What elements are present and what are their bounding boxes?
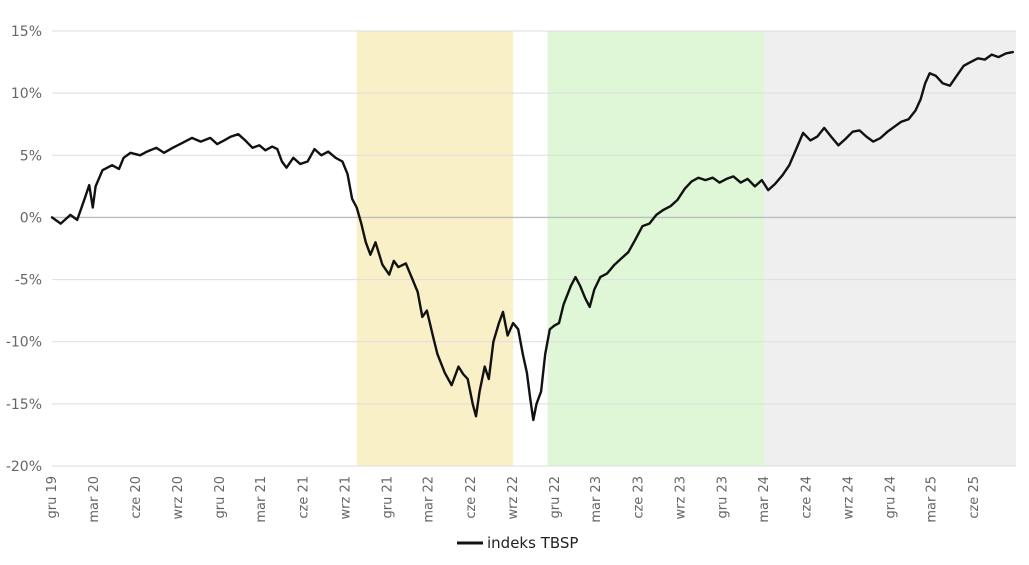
x-tick-label: gru 23	[715, 476, 730, 519]
gridlines	[52, 30, 1016, 467]
x-tick-label: wrz 23	[674, 476, 689, 519]
x-tick-label: cze 23	[631, 476, 646, 519]
x-tick-label: gru 20	[213, 476, 228, 519]
y-tick-label: 5%	[20, 148, 42, 164]
series-line-1	[50, 50, 1014, 422]
shaded-regions	[356, 31, 1016, 466]
y-axis-ticks: 15% 10% 5% 0% -5% -10% -15% -20%	[6, 24, 42, 475]
x-tick-label: mar 21	[254, 476, 269, 523]
y-tick-label: -15%	[6, 397, 42, 413]
y-tick-label: 10%	[11, 86, 42, 102]
x-tick-label: wrz 20	[171, 476, 186, 519]
x-tick-label: cze 25	[967, 476, 982, 519]
y-tick-label: -20%	[6, 459, 42, 475]
shaded-region-3	[764, 31, 1016, 466]
legend: indeks TBSP	[457, 534, 578, 552]
y-tick-label: -10%	[6, 335, 42, 351]
x-tick-label: mar 22	[422, 476, 437, 523]
x-tick-label: wrz 22	[506, 476, 521, 519]
y-tick-label: -5%	[15, 273, 42, 289]
y-tick-label: 0%	[20, 210, 42, 226]
y-tick-label: 15%	[11, 24, 42, 40]
series-layer	[50, 50, 1014, 422]
legend-label: indeks TBSP	[487, 534, 578, 552]
x-tick-label: mar 25	[925, 476, 940, 523]
x-tick-label: mar 24	[757, 476, 772, 523]
x-tick-label: gru 24	[883, 476, 898, 519]
x-tick-label: gru 22	[548, 476, 563, 519]
x-tick-label: mar 20	[87, 476, 102, 523]
shaded-region-2	[547, 31, 765, 466]
x-tick-label: cze 22	[464, 476, 479, 519]
shaded-region-1	[356, 31, 514, 466]
x-tick-label: wrz 24	[842, 476, 857, 519]
x-tick-label: cze 20	[129, 476, 144, 519]
x-tick-label: mar 23	[589, 476, 604, 523]
x-tick-label: cze 24	[799, 476, 814, 519]
x-tick-label: gru 21	[380, 476, 395, 519]
x-tick-label: gru 19	[45, 476, 60, 519]
x-axis-ticks: gru 19 mar 20 cze 20 wrz 20 gru 20 mar 21 cze …	[45, 476, 982, 523]
x-tick-label: wrz 21	[339, 476, 354, 519]
x-tick-label: cze 21	[296, 476, 311, 519]
